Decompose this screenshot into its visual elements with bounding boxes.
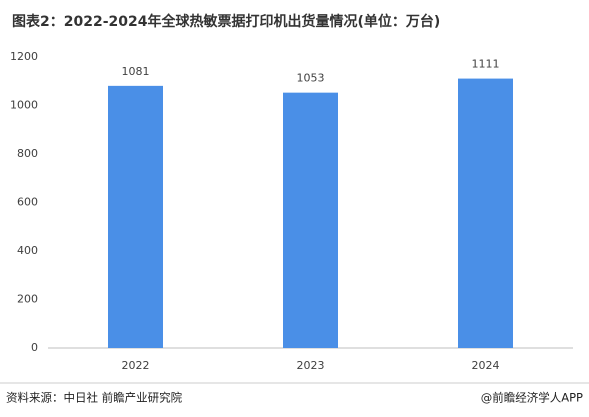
bar xyxy=(283,92,338,349)
y-tick-label: 1000 xyxy=(10,99,38,112)
source: 资料来源：中日社 前瞻产业研究院 xyxy=(6,391,183,405)
value-label: 1111 xyxy=(472,58,500,71)
x-tick-label: 2023 xyxy=(297,359,325,372)
bar xyxy=(108,85,163,349)
y-tick-label: 0 xyxy=(31,341,38,354)
value-label: 1053 xyxy=(297,72,325,85)
x-tick-label: 2022 xyxy=(122,359,150,372)
credit: @前瞻经济学人APP xyxy=(481,391,583,405)
y-tick-label: 800 xyxy=(17,147,38,160)
y-tick-label: 1200 xyxy=(10,50,38,63)
x-tick-label: 2024 xyxy=(472,359,500,372)
y-tick-label: 600 xyxy=(17,196,38,209)
chart-title: 图表2：2022-2024年全球热敏票据打印机出货量情况(单位：万台) xyxy=(12,13,440,30)
value-label: 1081 xyxy=(122,65,150,78)
y-tick-label: 200 xyxy=(17,293,38,306)
bar xyxy=(458,78,513,349)
y-tick-label: 400 xyxy=(17,244,38,257)
